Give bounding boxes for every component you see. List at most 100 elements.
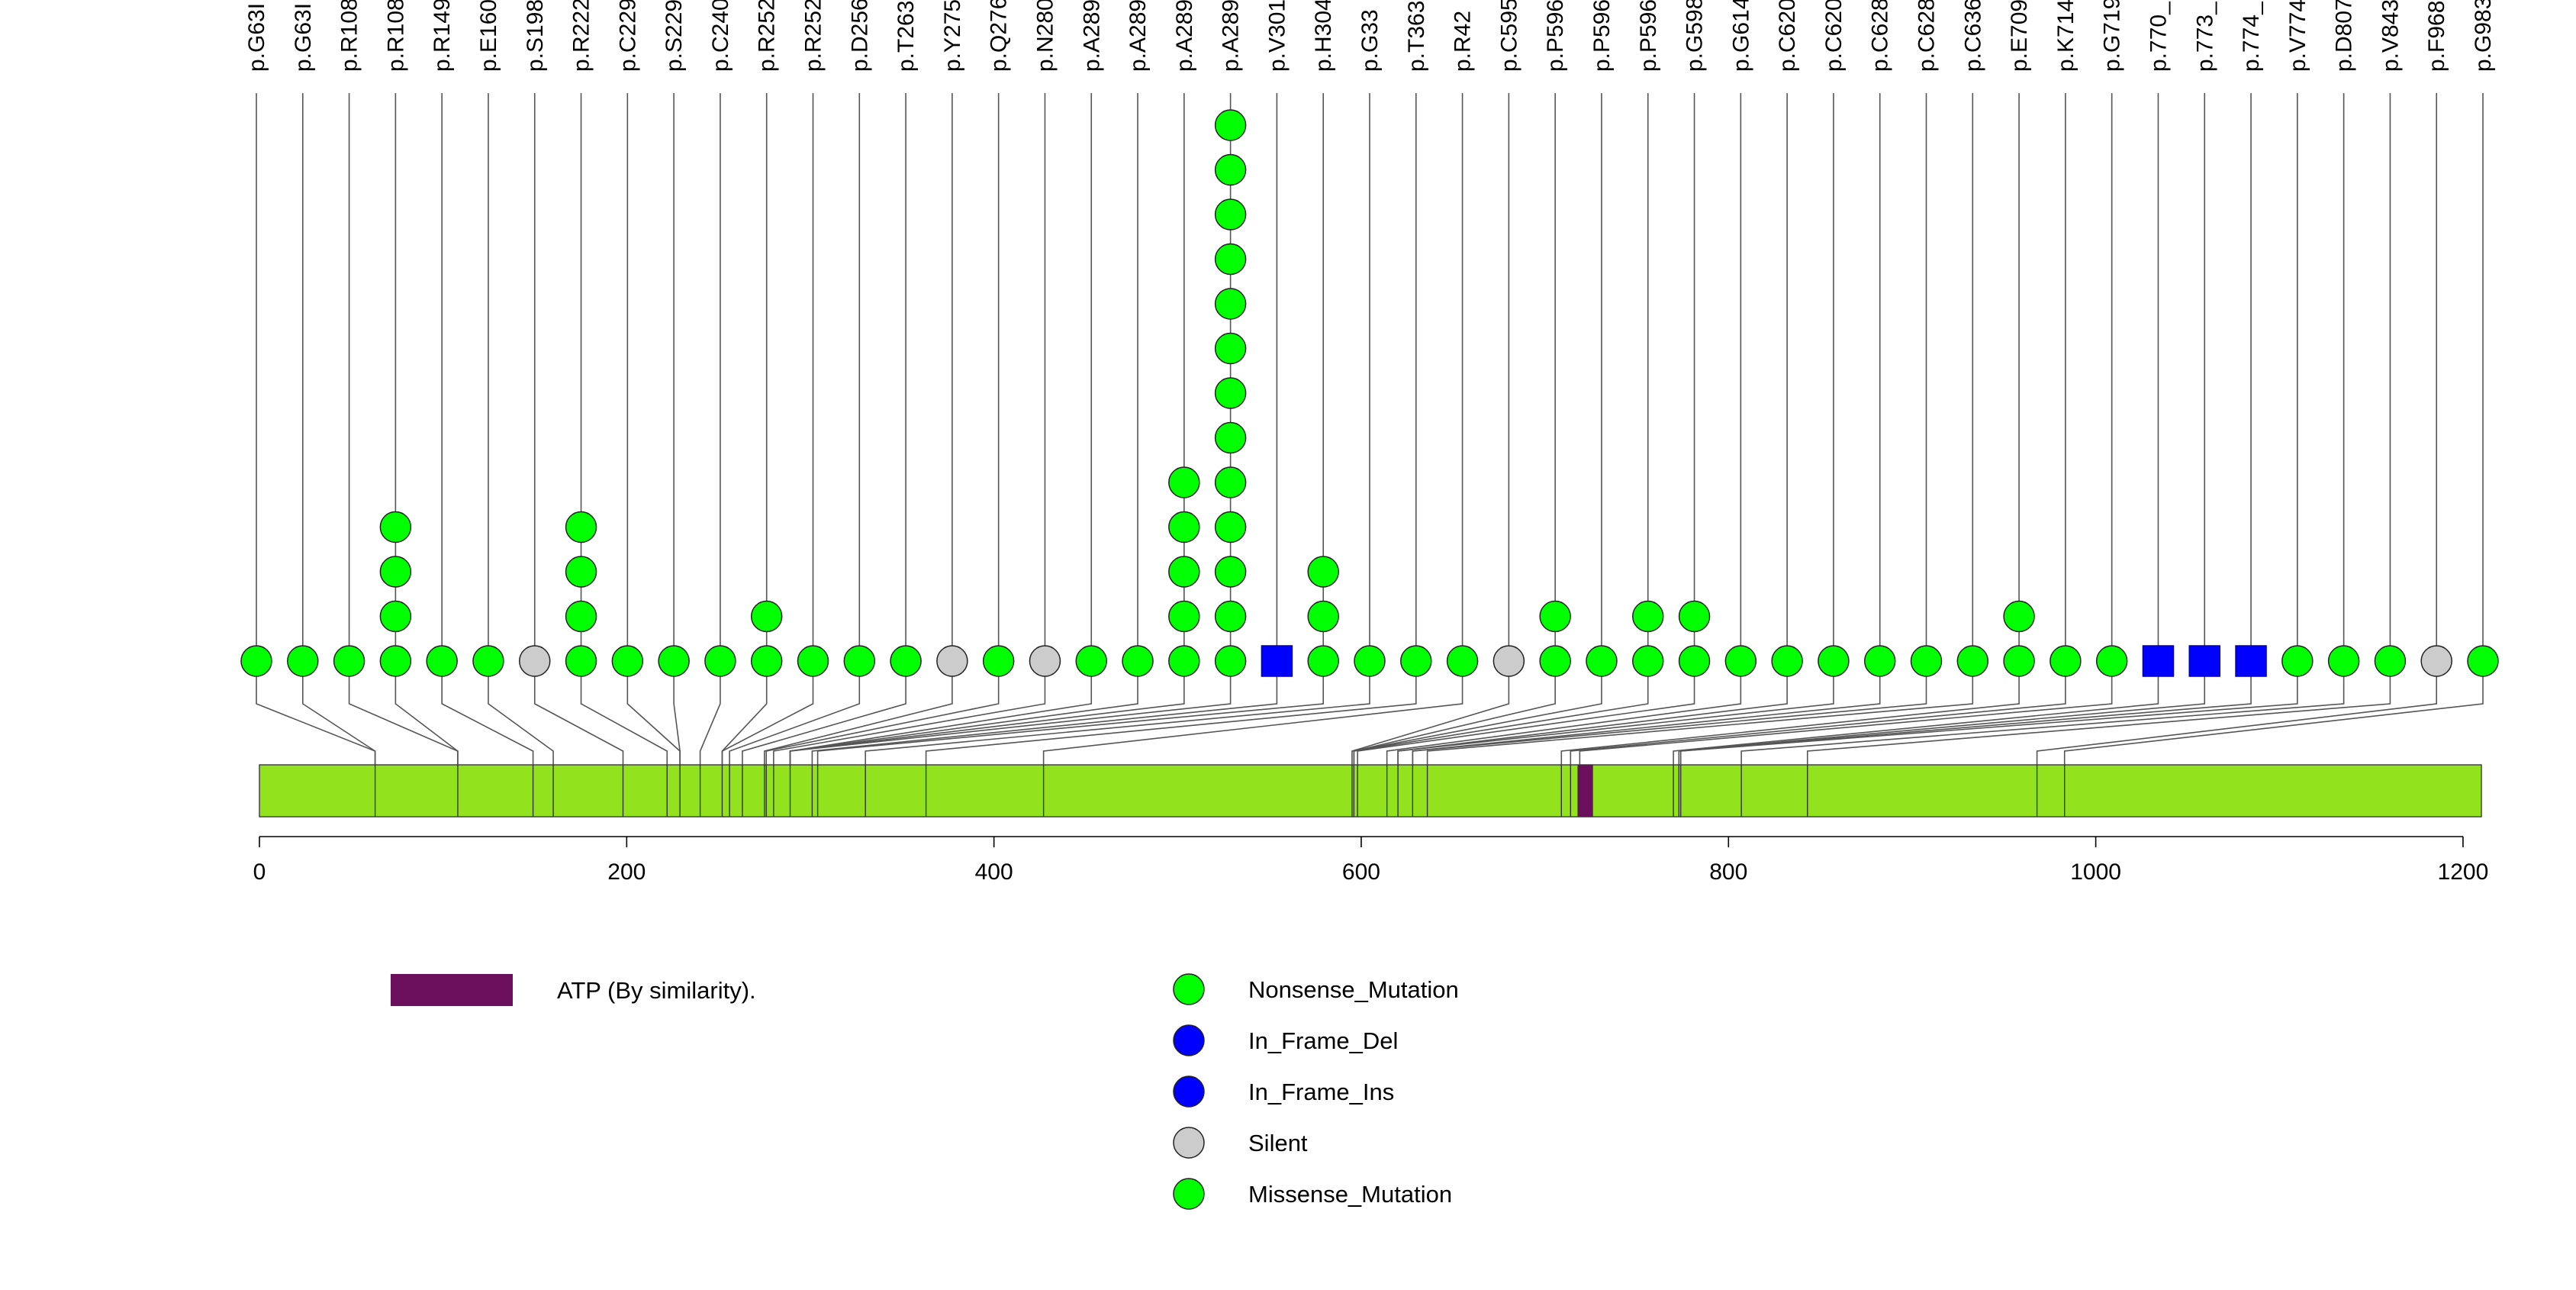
axis-tick-label: 400 [975,859,1013,885]
mutation-label: p.F968 [2424,1,2449,72]
mutation-label: p.770_ [2146,1,2171,72]
mutation-marker [2003,645,2035,677]
mutation-label: p.C636 [1960,0,1985,72]
mutation-marker [2003,600,2035,633]
mutation-marker [1678,645,1711,677]
mutation-label: p.G63I [244,3,269,72]
mutation-label: p.R149 [430,0,455,72]
mutation-marker [936,645,968,677]
legend-label-silent: Silent [1248,1130,1308,1156]
mutation-connector [773,661,1046,765]
mutation-marker [1214,421,1247,454]
mutation-marker [2467,645,2499,677]
legend-label-missense-mutation: Missense_Mutation [1248,1181,1452,1208]
mutation-connector [764,661,953,765]
mutation-marker [426,645,458,677]
mutation-label: p.T263 [894,1,919,72]
mutation-label: p.C229 [615,0,640,72]
mutation-marker [1818,645,1850,677]
mutation-label: p.A289 [1172,0,1197,72]
mutation-connector [1426,661,1974,765]
mutation-connector [721,661,814,765]
mutation-label: p.P596 [1589,0,1615,72]
mutation-label: p.G983 [2471,0,2496,72]
mutation-marker [2050,645,2082,677]
mutation-marker [240,645,272,677]
mutation-label: p.G719 [2100,0,2125,72]
mutation-connector [301,661,376,765]
mutation-marker [750,600,783,633]
mutation-marker [1956,645,1989,677]
mutation-marker [1214,288,1247,320]
mutation-marker [1075,645,1107,677]
mutation-marker [472,645,504,677]
mutation-marker [565,511,597,543]
mutation-label: p.D256 [847,0,872,72]
mutation-marker [658,645,690,677]
mutation-connector [441,661,534,765]
mutation-label: p.C628 [1914,0,1940,72]
mutation-marker [1214,511,1247,543]
mutation-label: p.G598 [1682,0,1708,72]
mutation-marker [333,645,365,677]
lollipops: p.G63I p.G63I p.R108 p.R108 p.R149 p.E160 p.S1… [240,0,2499,765]
mutation-marker [2281,645,2314,677]
mutation-marker [1307,600,1339,633]
mutation-label: p.G614 [1728,0,1753,72]
mutation-marker [565,645,597,677]
mutation-connector [1740,661,2345,765]
mutation-connector [1560,661,2020,765]
mutation-connector [2063,661,2484,765]
mutation-marker [611,645,644,677]
mutation-label: p.Q276 [987,0,1012,72]
mutation-marker [1168,600,1200,633]
mutation-marker [1632,600,1664,633]
mutation-marker [1446,645,1479,677]
mutation-marker [843,645,876,677]
mutation-label: p.V843 [2378,0,2403,72]
axis-tick-label: 1000 [2070,859,2121,885]
mutation-connector [925,661,1417,765]
mutation-connector [1412,661,1927,765]
axis-tick-label: 0 [253,859,266,885]
legend-label-nonsense-mutation: Nonsense_Mutation [1248,976,1459,1003]
mutation-connector [811,661,1278,765]
mutation-label: p.S198 [523,0,548,72]
mutation-label: p.C595 [1496,0,1521,72]
protein-bar [259,764,2482,818]
mutation-marker [1492,645,1525,677]
mutation-label: p.G63I [291,3,316,72]
legend-marker-in-frame-del [1173,1024,1205,1056]
legend-label-in-frame-ins: In_Frame_Ins [1248,1079,1394,1105]
legend-marker-missense-mutation [1173,1178,1205,1210]
mutation-marker [1261,645,1293,677]
mutation-label: p.R108 [383,0,408,72]
mutation-marker [704,645,736,677]
mutation-connector [2036,661,2438,765]
mutation-connector [1570,661,2066,765]
mutation-label: p.V301 [1264,0,1290,72]
mutation-connector [1806,661,2391,765]
mutation-label: p.C620 [1821,0,1847,72]
legend-marker-nonsense-mutation [1173,973,1205,1005]
mutation-connector [1357,661,1695,765]
mutation-label: p.A289 [1219,0,1244,72]
mutation-marker [519,645,551,677]
mutation-connector [673,661,681,765]
mutation-connector [765,661,1000,765]
mutation-marker [1539,645,1571,677]
mutation-label: p.Y275 [940,0,965,72]
mutation-marker [1307,645,1339,677]
mutation-marker [1214,153,1247,186]
mutation-label: p.R42 [1451,11,1476,72]
mutation-marker [890,645,922,677]
mutation-label: p.S229 [662,0,687,72]
mutation-marker [1214,109,1247,141]
mutation-label: p.H304 [1311,0,1336,72]
mutation-label: p.P596 [1636,0,1661,72]
mutation-connector [1579,661,2113,765]
mutation-marker [379,556,412,588]
mutation-connector [1397,661,1834,765]
mutation-marker [1029,645,1061,677]
